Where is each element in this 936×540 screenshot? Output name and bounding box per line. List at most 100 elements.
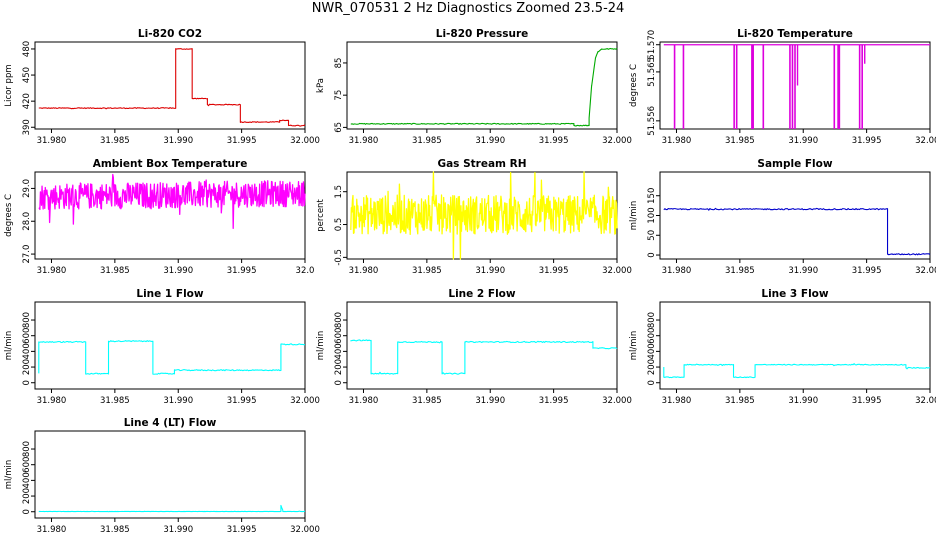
x-tick-label: 31.980	[349, 396, 379, 406]
x-tick-label: 31.980	[37, 136, 67, 146]
y-tick-label: 600	[22, 328, 32, 344]
series-line	[38, 340, 306, 375]
y-tick-label: 600	[334, 328, 344, 344]
y-axis-label: ml/min	[629, 201, 639, 231]
series-line	[38, 504, 306, 513]
x-tick-label: 32.000	[602, 136, 632, 146]
y-tick-label: 800	[22, 441, 32, 457]
panel-line1: Line 1 Flow 31.980 31.985 31.990 31.995 32.00…	[4, 288, 320, 406]
x-tick-label: 32.000	[915, 136, 936, 146]
x-tick-label: 31.980	[37, 525, 67, 535]
panel-line4: Line 4 (LT) Flow 31.980 31.985 31.990 31.995…	[4, 417, 320, 535]
x-tick-label: 31.990	[163, 396, 193, 406]
plot-frame	[34, 171, 306, 260]
x-tick-label: 31.985	[725, 266, 755, 276]
panel-line2: Line 2 Flow 31.980 31.985 31.990 31.995 32.00…	[316, 288, 632, 406]
panel-title: Line 4 (LT) Flow	[124, 417, 217, 429]
x-tick-label: 31.985	[412, 396, 442, 406]
plot-frame	[346, 301, 618, 390]
y-axis-label: Licor ppm	[4, 64, 14, 106]
panel-sample_flow: Sample Flow 31.980 31.985 31.990 31.995 32.0 0…	[629, 158, 936, 276]
y-tick-label: 400	[334, 343, 344, 359]
y-tick-label: 600	[22, 457, 32, 473]
x-tick-label: 31.985	[725, 136, 755, 146]
x-tick-label: 31.980	[37, 396, 67, 406]
y-tick-label: 450	[22, 67, 32, 83]
x-tick-label: 31.995	[539, 396, 569, 406]
y-axis-label: degrees C	[4, 194, 14, 237]
x-tick-label: 31.985	[100, 266, 130, 276]
plot-frame	[659, 301, 931, 390]
x-tick-label: 31.990	[788, 136, 818, 146]
x-tick-label: 31.990	[475, 136, 505, 146]
y-tick-label: 800	[334, 312, 344, 328]
panel-temperature: Li-820 Temperature 31.980 31.985 31.990 31.9…	[629, 28, 936, 146]
panel-title: Line 2 Flow	[448, 288, 515, 300]
x-tick-label: 31.985	[412, 266, 442, 276]
y-tick-label: 51.570	[647, 30, 657, 60]
y-tick-label: 200	[647, 359, 657, 375]
panel-title: Line 3 Flow	[761, 288, 828, 300]
x-tick-label: 32.000	[290, 136, 320, 146]
y-tick-label: 800	[22, 312, 32, 328]
x-tick-label: 31.990	[163, 136, 193, 146]
x-tick-label: 32.000	[602, 266, 632, 276]
y-axis-label: percent	[316, 199, 326, 232]
y-tick-label: 420	[22, 93, 32, 109]
x-tick-label: 31.990	[163, 266, 193, 276]
x-tick-label: 32.000	[290, 396, 320, 406]
panel-title: Gas Stream RH	[437, 158, 526, 170]
x-tick-label: 32.0	[296, 266, 315, 276]
y-tick-label: 100	[647, 207, 657, 223]
y-tick-label: 51.565	[647, 57, 657, 87]
panel-pressure: Li-820 Pressure 31.980 31.985 31.990 31.995 3…	[316, 28, 632, 146]
y-tick-label: 85	[334, 58, 344, 69]
y-tick-label: 390	[22, 119, 32, 135]
y-tick-label: 200	[22, 488, 32, 504]
x-tick-label: 32.000	[915, 266, 936, 276]
panel-co2: Li-820 CO2 31.980 31.985 31.990 31.995 32.000…	[4, 28, 320, 146]
x-tick-label: 31.980	[662, 396, 692, 406]
panel-rh: Gas Stream RH 31.980 31.985 31.990 31.995 32.…	[316, 158, 632, 276]
y-tick-label: 0	[22, 509, 32, 514]
panel-title: Line 1 Flow	[136, 288, 203, 300]
panel-box_temp: Ambient Box Temperature 31.980 31.985 31.99…	[4, 158, 314, 276]
x-tick-label: 31.995	[227, 525, 257, 535]
series-line	[38, 48, 306, 127]
y-tick-label: -0.5	[334, 249, 344, 266]
y-axis-label: ml/min	[4, 331, 14, 361]
x-tick-label: 31.980	[349, 266, 379, 276]
y-tick-label: 50	[647, 230, 657, 241]
y-tick-label: 75	[334, 90, 344, 101]
plot-frame	[34, 301, 306, 390]
y-tick-label: 400	[22, 472, 32, 488]
y-tick-label: 400	[647, 343, 657, 359]
x-tick-label: 31.995	[539, 266, 569, 276]
x-tick-label: 31.990	[163, 525, 193, 535]
y-tick-label: 800	[647, 312, 657, 328]
plot-frame	[346, 41, 618, 130]
plot-frame	[659, 171, 931, 260]
y-tick-label: 200	[22, 359, 32, 375]
plot-frame	[34, 41, 306, 130]
series-line	[350, 339, 618, 375]
figure-title: NWR_070531 2 Hz Diagnostics Zoomed 23.5-…	[311, 1, 625, 16]
y-tick-label: 65	[334, 122, 344, 133]
y-tick-label: 0.5	[334, 218, 344, 232]
x-tick-label: 31.995	[227, 266, 257, 276]
y-axis-label: kPa	[316, 78, 326, 93]
x-tick-label: 32.000	[602, 396, 632, 406]
y-tick-label: 27.0	[22, 245, 32, 264]
x-tick-label: 31.985	[725, 396, 755, 406]
panel-line3: Line 3 Flow 31.980 31.985 31.990 31.995 32.0 0…	[629, 288, 936, 406]
y-tick-label: 400	[22, 343, 32, 359]
x-tick-label: 31.995	[852, 266, 882, 276]
y-tick-label: 150	[647, 188, 657, 204]
x-tick-label: 31.990	[788, 266, 818, 276]
x-tick-label: 31.990	[475, 266, 505, 276]
x-tick-label: 31.980	[662, 266, 692, 276]
x-tick-label: 31.995	[852, 396, 882, 406]
x-tick-label: 31.985	[100, 525, 130, 535]
x-tick-label: 31.985	[100, 136, 130, 146]
